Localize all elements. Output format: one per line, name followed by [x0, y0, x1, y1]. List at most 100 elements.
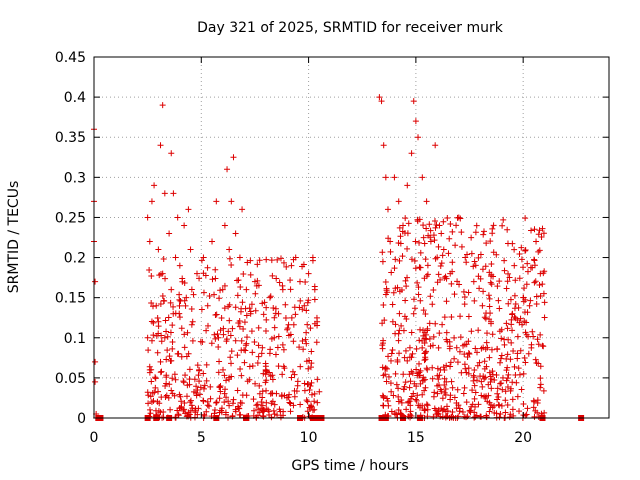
data-point	[426, 221, 433, 228]
data-point	[384, 206, 391, 213]
y-tick-label: 0.15	[55, 291, 86, 307]
data-point	[474, 377, 481, 384]
data-point	[404, 182, 411, 189]
data-point	[482, 263, 489, 270]
data-point	[402, 347, 409, 354]
data-point	[154, 349, 161, 356]
data-point	[433, 411, 440, 418]
data-point	[411, 305, 418, 312]
data-point	[237, 308, 244, 315]
data-point	[490, 222, 497, 229]
data-point	[152, 407, 159, 414]
data-point	[274, 256, 281, 263]
x-tick-label: 5	[197, 430, 206, 446]
data-point	[503, 367, 510, 374]
data-point	[166, 381, 173, 388]
data-point	[183, 353, 190, 360]
y-tick-label: 0.2	[64, 251, 86, 267]
data-point	[181, 399, 188, 406]
data-point	[308, 348, 315, 355]
data-point	[503, 377, 510, 384]
data-point	[297, 297, 304, 304]
data-point	[417, 380, 424, 387]
data-point	[518, 256, 525, 263]
data-point	[506, 414, 513, 421]
data-point	[518, 244, 525, 251]
data-point	[487, 318, 494, 325]
data-point	[390, 289, 397, 296]
data-point	[380, 402, 387, 409]
data-point	[489, 331, 496, 338]
data-point	[528, 344, 535, 351]
data-point	[498, 352, 505, 359]
data-point	[431, 237, 438, 244]
data-point	[537, 331, 544, 338]
data-point	[162, 275, 169, 282]
data-point	[500, 216, 507, 223]
data-point	[178, 398, 185, 405]
data-point	[417, 297, 424, 304]
data-point	[302, 336, 309, 343]
data-point	[303, 307, 310, 314]
data-point	[487, 238, 494, 245]
data-point	[521, 285, 528, 292]
data-point	[251, 339, 258, 346]
data-point	[311, 406, 318, 413]
data-point	[459, 408, 466, 415]
data-point	[200, 289, 207, 296]
data-point	[269, 272, 276, 279]
data-point	[494, 283, 501, 290]
data-point	[456, 408, 463, 415]
data-point	[460, 390, 467, 397]
data-point	[486, 303, 493, 310]
data-point	[430, 413, 437, 420]
data-point	[297, 401, 304, 408]
data-point	[392, 256, 399, 263]
data-point	[271, 401, 278, 408]
data-point	[496, 305, 503, 312]
data-point	[414, 279, 421, 286]
data-point	[169, 345, 176, 352]
data-point	[404, 357, 411, 364]
data-point	[463, 259, 470, 266]
data-point	[232, 230, 239, 237]
data-point	[398, 397, 405, 404]
data-point	[226, 317, 233, 324]
data-point	[188, 286, 195, 293]
data-point	[272, 351, 279, 358]
data-point	[306, 387, 313, 394]
data-point	[382, 291, 389, 298]
data-point	[495, 401, 502, 408]
data-point	[168, 286, 175, 293]
data-point	[92, 358, 99, 365]
data-point	[185, 409, 192, 416]
data-point	[537, 375, 544, 382]
data-point	[307, 325, 314, 332]
data-point	[520, 400, 527, 407]
data-point	[390, 392, 397, 399]
data-point	[420, 234, 427, 241]
data-point	[388, 388, 395, 395]
data-point	[429, 342, 436, 349]
data-point	[453, 344, 460, 351]
data-point	[443, 378, 450, 385]
data-point	[439, 252, 446, 259]
data-point	[301, 302, 308, 309]
data-point	[521, 354, 528, 361]
data-point	[234, 352, 241, 359]
data-point	[443, 336, 450, 343]
data-point	[416, 360, 423, 367]
data-point	[146, 366, 153, 373]
data-point	[256, 382, 263, 389]
data-point	[234, 292, 241, 299]
data-point	[481, 358, 488, 365]
data-point	[239, 299, 246, 306]
data-point	[512, 300, 519, 307]
data-point	[468, 250, 475, 257]
data-point	[534, 336, 541, 343]
y-tick-labels: 0 0.05 0.1 0.15 0.2 0.25 0.3 0.35 0.4 0.45	[55, 50, 86, 427]
data-point	[206, 403, 213, 410]
data-point	[504, 351, 511, 358]
data-point	[458, 243, 465, 250]
data-point	[499, 222, 506, 229]
